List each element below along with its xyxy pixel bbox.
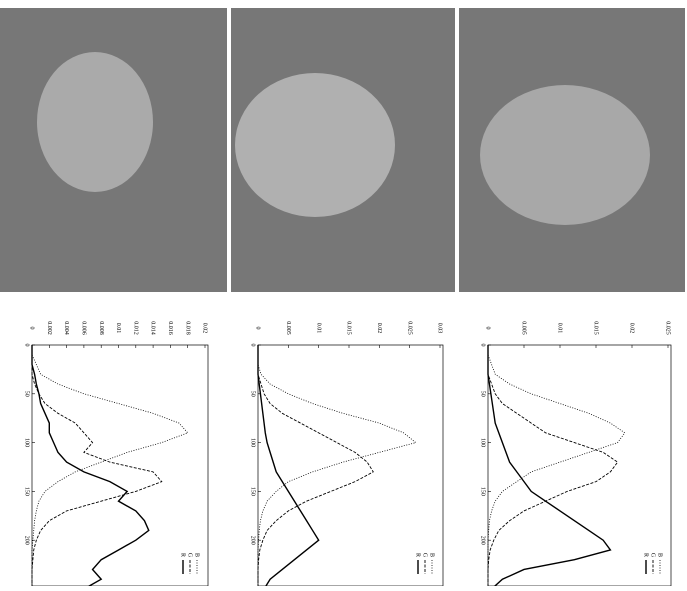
x-tick-label: 200 [24, 536, 30, 545]
y-tick-label: 0.004 [63, 321, 69, 335]
x-tick-label: 100 [250, 438, 256, 447]
y-tick-label: 0.02 [376, 323, 382, 334]
legend-label: G [650, 553, 656, 558]
series-line [31, 345, 150, 590]
y-tick-label: 0.015 [346, 321, 352, 335]
x-tick-label: 100 [24, 438, 30, 447]
y-tick-label: 0 [29, 327, 35, 330]
series-line [257, 345, 320, 590]
series-line [31, 345, 163, 589]
x-tick-label: 150 [250, 487, 256, 496]
y-tick-label: 0 [485, 327, 491, 330]
face [480, 85, 650, 225]
x-tick-label: 200 [250, 536, 256, 545]
face [235, 73, 395, 217]
x-tick-label: 50 [480, 391, 486, 397]
series-line [257, 345, 374, 589]
y-tick-label: 0.014 [150, 321, 156, 335]
x-tick-label: 150 [480, 487, 486, 496]
plot-frame [257, 344, 444, 587]
y-tick-label: 0.018 [184, 321, 190, 335]
legend-label: G [422, 553, 428, 558]
y-tick-label: 0.005 [521, 321, 527, 335]
x-tick-label: 0 [250, 344, 256, 347]
legend-label: B [657, 553, 663, 557]
y-tick-label: 0.016 [167, 321, 173, 335]
legend-label: B [429, 553, 435, 557]
series-line [31, 345, 189, 589]
y-tick-label: 0.01 [115, 323, 121, 334]
plot-frame [487, 344, 672, 587]
legend-label: R [415, 553, 421, 557]
legend-label: G [187, 553, 193, 558]
legend-label: B [194, 553, 200, 557]
y-tick-label: 0.008 [98, 321, 104, 335]
y-tick-label: 0.005 [285, 321, 291, 335]
x-tick-label: 150 [24, 487, 30, 496]
x-tick-label: 50 [24, 391, 30, 397]
face [37, 52, 153, 192]
x-tick-label: 50 [250, 391, 256, 397]
y-tick-label: 0 [255, 327, 261, 330]
series-line [487, 345, 619, 589]
series-line [487, 345, 612, 590]
series-line [487, 345, 626, 589]
y-tick-label: 0.025 [665, 321, 671, 335]
y-tick-label: 0.02 [202, 323, 208, 334]
y-tick-label: 0.012 [132, 321, 138, 335]
y-tick-label: 0.006 [81, 321, 87, 335]
face-panels [0, 8, 685, 292]
y-tick-label: 0.01 [557, 323, 563, 334]
legend-label: R [643, 553, 649, 557]
y-tick-label: 0.01 [315, 323, 321, 334]
y-tick-label: 0.015 [593, 321, 599, 335]
legend-label: R [180, 553, 186, 557]
x-tick-label: 0 [480, 344, 486, 347]
series-line [257, 345, 417, 589]
y-tick-label: 0.02 [629, 323, 635, 334]
y-tick-label: 0.03 [437, 323, 443, 334]
x-tick-label: 200 [480, 536, 486, 545]
y-tick-label: 0.025 [406, 321, 412, 335]
x-tick-label: 0 [24, 344, 30, 347]
y-tick-label: 0.002 [46, 321, 52, 335]
x-tick-label: 100 [480, 438, 486, 447]
